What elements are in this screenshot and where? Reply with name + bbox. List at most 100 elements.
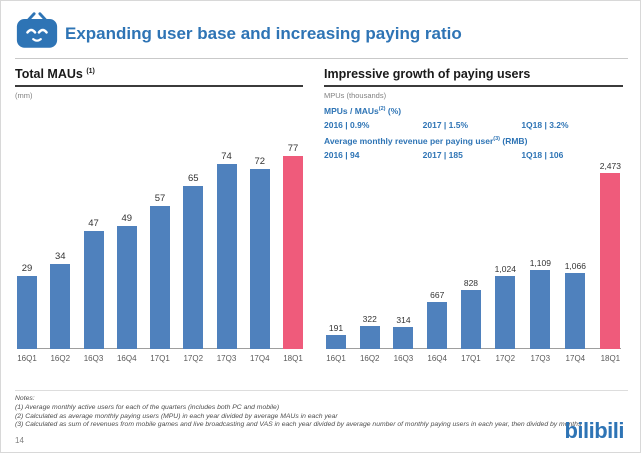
arppu-values: 2016 | 94 2017 | 185 1Q18 | 106 <box>324 150 623 160</box>
x-axis-tick-label: 17Q1 <box>150 354 170 363</box>
bar-value-label: 77 <box>287 143 299 154</box>
mpu-bar-chart: 191 16Q1 322 16Q2 314 16Q3 667 16Q4 828 17Q1 1,024… <box>326 152 621 366</box>
bar <box>17 276 37 349</box>
bar-value-label: 49 <box>121 213 133 224</box>
ratio-1q18: 1Q18 | 3.2% <box>521 120 569 130</box>
notes-heading: Notes: <box>15 395 35 402</box>
bar-value-label: 57 <box>154 193 166 204</box>
x-axis-tick-label: 17Q3 <box>216 354 237 363</box>
arppu-1q18: 1Q18 | 106 <box>521 150 564 160</box>
bar-group-17Q4: 72 17Q4 <box>249 156 270 366</box>
bar-value-label: 828 <box>463 278 479 288</box>
bar <box>326 335 346 349</box>
bar-value-label: 29 <box>21 263 33 274</box>
bar-value-label: 47 <box>88 218 99 229</box>
x-axis-tick-label: 16Q1 <box>326 354 346 363</box>
bar-value-label: 1,024 <box>494 264 516 274</box>
mpu-mau-ratio-label: MPUs / MAUs(2) (%) <box>324 106 623 116</box>
arppu-2016: 2016 | 94 <box>324 150 360 160</box>
bar-value-label: 72 <box>254 156 266 167</box>
x-axis-tick-label: 16Q3 <box>83 354 104 363</box>
paying-users-title-underline <box>324 85 623 87</box>
arppu-label: Average monthly revenue per paying user(… <box>324 136 623 146</box>
bar-group-17Q1: 57 17Q1 <box>150 193 170 366</box>
bar <box>83 231 104 349</box>
x-axis-tick-label: 17Q2 <box>183 354 204 363</box>
bar-group-18Q1: 2,473 18Q1 <box>600 161 621 366</box>
bar <box>283 156 303 349</box>
x-axis-tick-label: 18Q1 <box>600 354 621 363</box>
bar <box>150 206 170 349</box>
mau-chart-title-text: Total MAUs <box>15 67 83 81</box>
page-number: 14 <box>15 436 24 445</box>
bar-value-label: 314 <box>396 315 411 325</box>
note-3: (3) Calculated as sum of revenues from m… <box>15 421 582 429</box>
arppu-footnote: (3) <box>493 136 501 143</box>
x-axis-tick-label: 18Q1 <box>283 354 303 363</box>
bar-group-17Q4: 1,066 17Q4 <box>565 261 586 366</box>
bar-value-label: 322 <box>362 314 377 324</box>
bar-value-label: 2,473 <box>599 161 621 171</box>
mau-chart-unit: (mm) <box>15 91 33 100</box>
bar <box>495 276 516 349</box>
bar <box>249 169 270 349</box>
bar <box>50 264 71 349</box>
bar <box>460 290 481 349</box>
x-axis-tick-label: 16Q2 <box>359 354 380 363</box>
bar <box>393 327 414 349</box>
paying-user-stats: MPUs / MAUs(2) (%) 2016 | 0.9% 2017 | 1.… <box>324 106 623 160</box>
bar-group-16Q1: 29 16Q1 <box>17 263 37 366</box>
paying-users-panel: Impressive growth of paying users MPUs (… <box>324 67 623 160</box>
bar-group-17Q1: 828 17Q1 <box>460 278 481 366</box>
bar-group-16Q3: 47 16Q3 <box>83 218 104 366</box>
bar <box>600 173 621 349</box>
bar <box>116 226 137 349</box>
x-axis-tick-label: 17Q4 <box>565 354 586 363</box>
paying-users-chart-title: Impressive growth of paying users <box>324 67 531 81</box>
bar <box>530 270 551 349</box>
bar-group-17Q2: 1,024 17Q2 <box>495 264 516 366</box>
bar-value-label: 1,066 <box>564 261 586 271</box>
bilibili-tv-icon <box>16 12 58 48</box>
header-divider <box>15 58 628 59</box>
x-axis-tick-label: 16Q4 <box>116 354 137 363</box>
bar-value-label: 191 <box>328 323 344 333</box>
bar-value-label: 65 <box>187 173 199 184</box>
mau-title-underline <box>15 85 303 87</box>
mpu-mau-ratio-unit: (%) <box>385 106 402 116</box>
bar-group-17Q3: 74 17Q3 <box>216 151 237 366</box>
x-axis-tick-label: 17Q3 <box>530 354 551 363</box>
bar-group-16Q3: 314 16Q3 <box>393 315 414 366</box>
mau-chart-title-footnote: (1) <box>86 67 95 75</box>
arppu-2017: 2017 | 185 <box>422 150 463 160</box>
bar-group-16Q4: 667 16Q4 <box>427 290 448 366</box>
mpu-mau-ratio-values: 2016 | 0.9% 2017 | 1.5% 1Q18 | 3.2% <box>324 120 623 130</box>
x-axis-tick-label: 17Q2 <box>495 354 516 363</box>
arppu-unit: (RMB) <box>500 136 528 146</box>
bar-group-16Q2: 322 16Q2 <box>359 314 380 366</box>
bar <box>216 164 237 349</box>
bar-group-16Q1: 191 16Q1 <box>326 323 346 366</box>
bar <box>359 326 380 349</box>
note-2: (2) Calculated as average monthly paying… <box>15 412 338 420</box>
bar-group-17Q2: 65 17Q2 <box>183 173 204 366</box>
x-axis-tick-label: 17Q1 <box>461 354 481 363</box>
bar-value-label: 34 <box>54 251 66 262</box>
mpu-mau-ratio-footnote: (2) <box>378 106 386 113</box>
mpu-chart-unit: MPUs (thousands) <box>324 91 387 100</box>
slide-title: Expanding user base and increasing payin… <box>65 24 462 43</box>
bar-group-17Q3: 1,109 17Q3 <box>530 258 551 366</box>
bar-group-18Q1: 77 18Q1 <box>283 143 303 366</box>
x-axis-tick-label: 16Q1 <box>17 354 37 363</box>
bar-group-16Q2: 34 16Q2 <box>50 251 71 366</box>
note-1: (1) Average monthly active users for eac… <box>15 403 280 411</box>
bar <box>427 302 448 349</box>
ratio-2016: 2016 | 0.9% <box>324 120 370 130</box>
ratio-2017: 2017 | 1.5% <box>422 120 469 130</box>
mau-bar-chart: 29 16Q1 34 16Q2 47 16Q3 49 16Q4 57 17Q1 65 17Q2 74 17… <box>17 134 303 366</box>
bar-value-label: 74 <box>221 151 232 162</box>
mpu-mau-ratio-label-text: MPUs / MAUs <box>324 106 379 116</box>
x-axis-tick-label: 16Q2 <box>50 354 71 363</box>
bar-value-label: 667 <box>430 290 445 300</box>
